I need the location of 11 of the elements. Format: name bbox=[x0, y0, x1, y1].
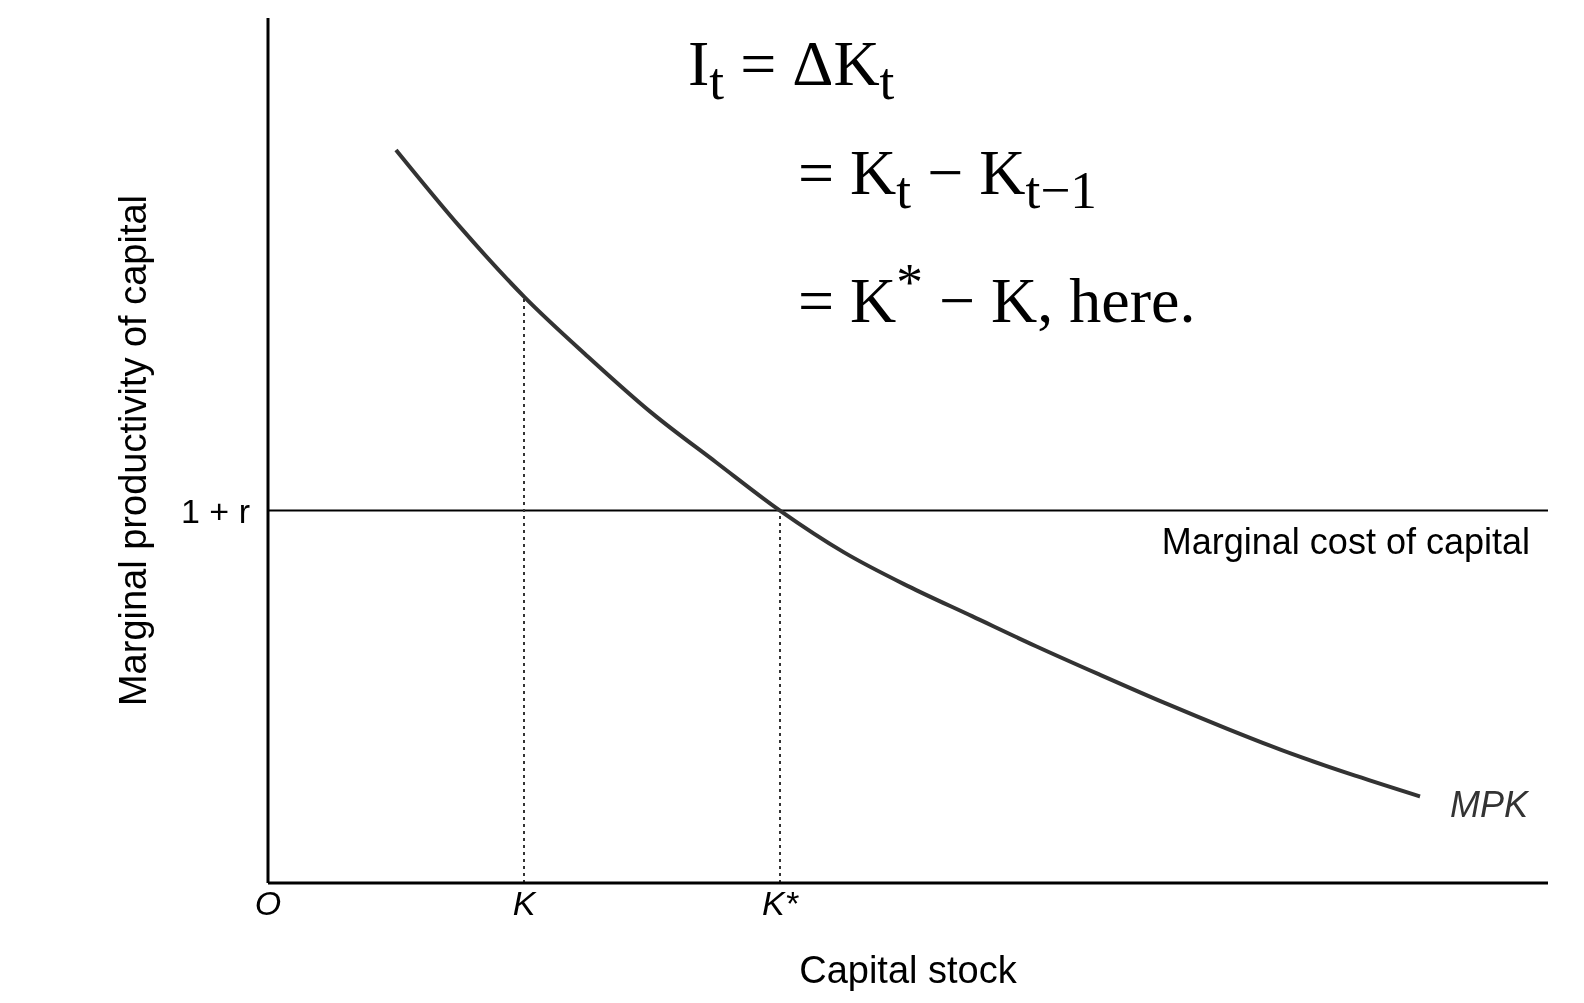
annotation: = K$^{*}$ − K, here. bbox=[797, 250, 1196, 338]
x-tick-label: K* bbox=[762, 884, 800, 923]
x-axis-title: Capital stock bbox=[799, 949, 1018, 991]
x-tick-label: O bbox=[254, 884, 282, 923]
x-tick-label: K bbox=[512, 884, 537, 923]
annotation: = K$_{t}$ − K$_{t−1}$ bbox=[797, 135, 1098, 222]
series-label: MPK bbox=[1450, 783, 1530, 825]
text: 1 + r bbox=[181, 491, 250, 530]
text: I$_{t}$ = ΔK$_{t}$ bbox=[688, 27, 896, 113]
ref-line-label: Marginal cost of capital bbox=[1161, 521, 1530, 563]
y-axis-title: Marginal productivity of capital bbox=[112, 194, 155, 707]
